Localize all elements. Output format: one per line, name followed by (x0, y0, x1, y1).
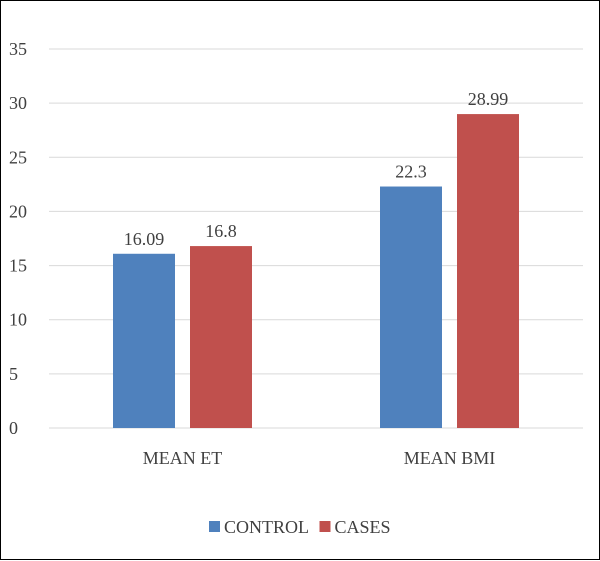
bar-control-0 (113, 253, 175, 428)
y-tick-label-15: 15 (9, 256, 27, 276)
bar-cases-0 (190, 246, 252, 428)
y-tick-label-5: 5 (9, 364, 18, 384)
legend-swatch-control (209, 521, 220, 532)
data-labels: 16.09 16.8 22.3 28.99 (124, 89, 509, 249)
category-label-0: MEAN ET (143, 448, 223, 468)
data-label-cases-1: 28.99 (468, 89, 509, 109)
y-tick-label-10: 10 (9, 310, 27, 330)
data-label-cases-0: 16.8 (205, 221, 237, 241)
y-tick-label-20: 20 (9, 201, 27, 221)
y-axis-tick-labels: 0 5 10 15 20 25 30 35 (9, 39, 27, 438)
category-label-1: MEAN BMI (404, 448, 496, 468)
data-label-control-0: 16.09 (124, 229, 165, 249)
data-label-control-1: 22.3 (395, 162, 427, 182)
bar-cases-1 (457, 114, 519, 428)
bar-control-1 (380, 186, 442, 428)
x-axis-category-labels: MEAN ET MEAN BMI (143, 448, 496, 468)
y-tick-label-25: 25 (9, 147, 27, 167)
y-tick-label-0: 0 (9, 418, 18, 438)
legend-label-cases: CASES (335, 517, 391, 537)
legend-label-control: CONTROL (224, 517, 309, 537)
legend: CONTROL CASES (209, 517, 391, 537)
bars (113, 114, 519, 428)
y-tick-label-35: 35 (9, 39, 27, 59)
legend-swatch-cases (319, 521, 331, 532)
y-tick-label-30: 30 (9, 93, 27, 113)
